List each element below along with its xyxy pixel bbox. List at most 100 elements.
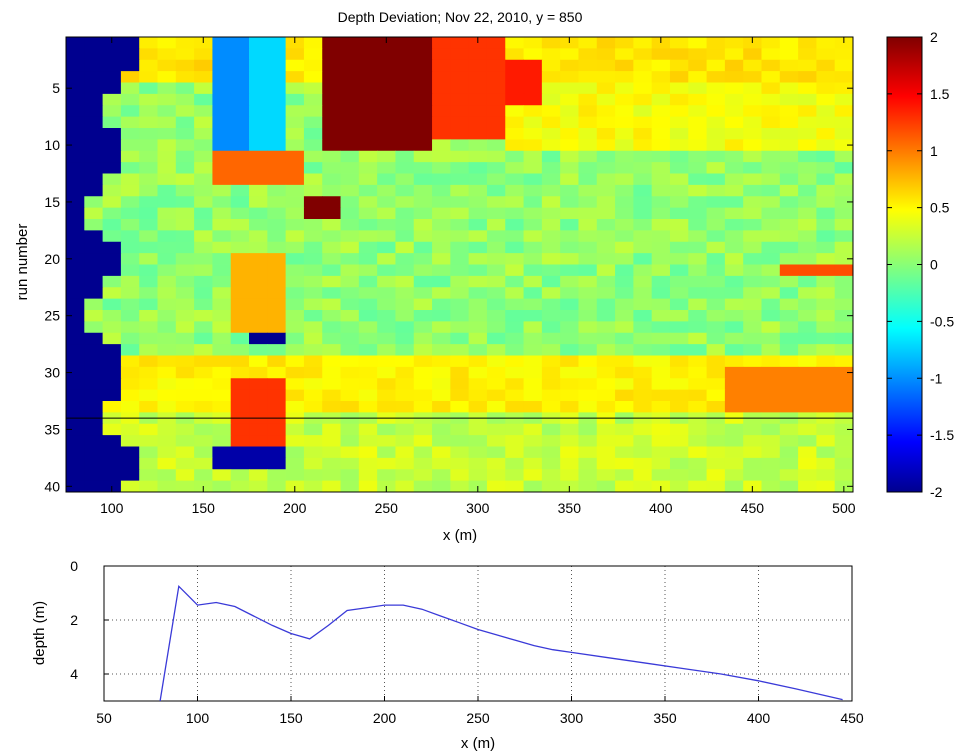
heatmap-cell — [450, 59, 470, 72]
heatmap-cell — [230, 82, 250, 95]
heatmap-cell — [432, 332, 451, 345]
heatmap-cell — [66, 423, 85, 436]
heatmap-cell — [157, 207, 177, 220]
heatmap-cell — [395, 253, 415, 265]
heatmap-cell — [578, 287, 598, 300]
heatmap-cell — [541, 48, 561, 61]
heatmap-cell — [377, 82, 396, 95]
heatmap-cell — [377, 150, 396, 163]
heatmap-cell — [615, 162, 634, 174]
heatmap-cell — [377, 355, 396, 368]
heatmap-cell — [322, 423, 342, 436]
heatmap-cell — [596, 116, 616, 129]
heatmap-cell — [779, 275, 799, 288]
heatmap-cell — [761, 116, 781, 129]
heatmap-y-tick-label: 40 — [44, 478, 60, 494]
heatmap-cell — [84, 48, 104, 61]
heatmap-cell — [175, 230, 195, 243]
heatmap-cell — [139, 264, 159, 277]
heatmap-cell — [560, 366, 579, 379]
heatmap-cell — [395, 366, 415, 379]
heatmap-cell — [486, 275, 506, 288]
heatmap-cell — [724, 401, 744, 413]
heatmap-cell — [761, 310, 781, 322]
heatmap-cell — [340, 264, 360, 277]
heatmap-cell — [523, 37, 543, 49]
heatmap-cell — [633, 457, 653, 470]
heatmap-cell — [743, 366, 762, 379]
heatmap-cell — [175, 435, 195, 447]
heatmap-cell — [212, 366, 232, 379]
heatmap-cell — [285, 219, 305, 231]
heatmap-cell — [120, 128, 140, 140]
heatmap-cell — [230, 196, 250, 209]
heatmap-cell — [157, 469, 177, 482]
heatmap-cell — [468, 423, 488, 436]
heatmap-cell — [139, 184, 159, 197]
heatmap-cell — [303, 230, 323, 243]
heatmap-cell — [578, 139, 598, 152]
heatmap-cell — [66, 184, 85, 197]
heatmap-cell — [486, 264, 506, 277]
heatmap-cell — [175, 82, 195, 95]
heatmap-cell — [706, 82, 726, 95]
heatmap-cell — [377, 378, 396, 391]
heatmap-cell — [743, 241, 762, 254]
line-y-tick-label: 4 — [70, 666, 78, 682]
heatmap-cell — [84, 446, 104, 459]
heatmap-cell — [834, 332, 854, 345]
heatmap-cell — [66, 287, 85, 300]
heatmap-cell — [377, 264, 396, 277]
heatmap-cell — [377, 173, 396, 186]
heatmap-cell — [560, 139, 579, 152]
heatmap-cell — [798, 207, 817, 220]
heatmap-cell — [798, 435, 817, 447]
heatmap-cell — [139, 344, 159, 356]
heatmap-cell — [743, 469, 762, 482]
heatmap-cell — [139, 332, 159, 345]
heatmap-cell — [651, 230, 671, 243]
heatmap-cell — [303, 287, 323, 300]
heatmap-cell — [743, 128, 762, 140]
heatmap-cell — [651, 298, 671, 311]
heatmap-cell — [432, 196, 451, 209]
heatmap-cell — [669, 173, 689, 186]
heatmap-cell — [578, 196, 598, 209]
heatmap-cell — [450, 71, 470, 83]
heatmap-cell — [175, 150, 195, 163]
heatmap-cell — [340, 457, 360, 470]
heatmap-cell — [724, 446, 744, 459]
heatmap-cell — [358, 162, 378, 174]
heatmap-cell — [578, 321, 598, 334]
heatmap-cell — [322, 150, 342, 163]
heatmap-cell — [157, 241, 177, 254]
heatmap-cell — [688, 457, 708, 470]
heatmap-x-ticks: 100 150 200 250 300 350 400 450 500 — [100, 37, 856, 516]
heatmap-cell — [761, 355, 781, 368]
heatmap-cell — [450, 241, 470, 254]
heatmap-cell — [615, 219, 634, 231]
heatmap-cell — [432, 184, 451, 197]
heatmap-cell — [761, 332, 781, 345]
heatmap-cell — [66, 207, 85, 220]
heatmap-cell — [779, 37, 799, 49]
heatmap-cell — [779, 196, 799, 209]
heatmap-cell — [340, 128, 360, 140]
heatmap-cell — [175, 389, 195, 402]
heatmap-cell — [395, 469, 415, 482]
heatmap-cell — [377, 219, 396, 231]
heatmap-cell — [798, 469, 817, 482]
heatmap-cell — [505, 196, 525, 209]
heatmap-cell — [249, 116, 268, 129]
heatmap-cell — [358, 241, 378, 254]
heatmap-cell — [560, 446, 579, 459]
heatmap-cell — [669, 264, 689, 277]
heatmap-cell — [194, 230, 213, 243]
heatmap-cell — [413, 264, 433, 277]
heatmap-cell — [578, 116, 598, 129]
heatmap-cell — [102, 59, 122, 72]
heatmap-cell — [651, 344, 671, 356]
heatmap-cell — [322, 48, 342, 61]
colorbar-tick-label: 2 — [930, 29, 938, 45]
heatmap-cell — [486, 298, 506, 311]
